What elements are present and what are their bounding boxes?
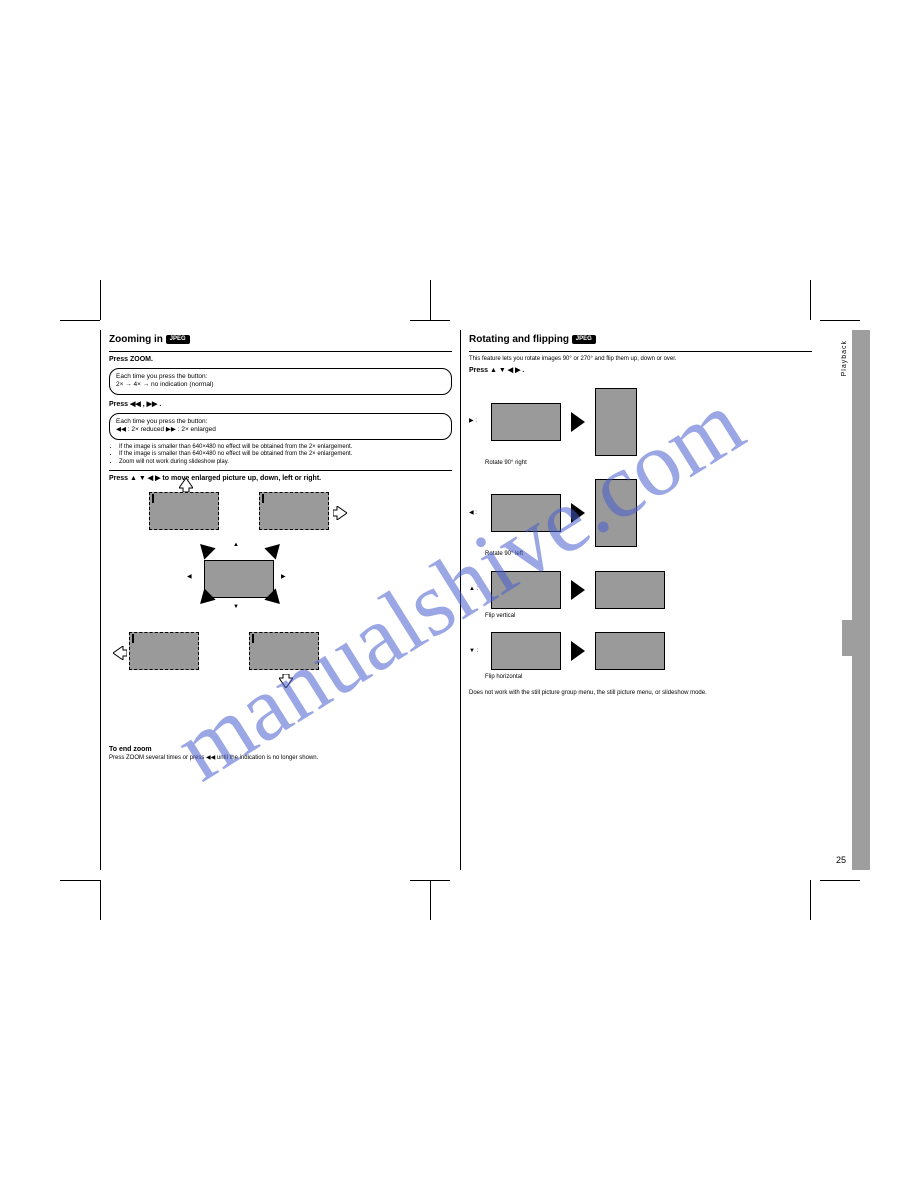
flow-row: ▲ : xyxy=(469,571,812,609)
note-item: If the image is smaller than 640×480 no … xyxy=(119,444,452,452)
key-label: ▼ : xyxy=(469,648,481,656)
callout-2: Each time you press the button: ◀◀ : 2× … xyxy=(109,413,452,439)
pan-instruction: Press ▲ ▼ ◀ ▶ to move enlarged picture u… xyxy=(109,475,452,484)
jpeg-badge: JPEG xyxy=(572,335,596,345)
side-label: Playback xyxy=(841,340,848,376)
right-title: Rotating and flipping xyxy=(469,334,569,345)
result-thumb xyxy=(595,479,637,547)
key-label: ▶ : xyxy=(469,418,481,426)
pan-thumb-up xyxy=(149,492,219,530)
right-footer: Does not work with the still picture gro… xyxy=(469,690,812,698)
left-title: Zooming in xyxy=(109,334,163,345)
step-2: Press ◀◀ , ▶▶ . xyxy=(109,401,452,410)
left-column: Zooming in JPEG Press ZOOM. Each time yo… xyxy=(100,330,460,870)
dir-label: ▼ xyxy=(233,604,239,612)
note-item: Zoom will not work during slideshow play… xyxy=(119,459,452,467)
flow-row: ◀ : xyxy=(469,479,812,547)
zoom-end-body: Press ZOOM several times or press ◀◀ unt… xyxy=(109,755,452,763)
row-label: Rotate 90° left xyxy=(485,551,812,559)
dir-label: ▲ xyxy=(233,542,239,550)
result-thumb xyxy=(595,632,665,670)
side-tab xyxy=(842,620,870,656)
right-intro: This feature lets you rotate images 90° … xyxy=(469,356,812,364)
dir-label: ◀ xyxy=(187,574,192,582)
arrow-right-icon xyxy=(571,641,585,661)
step-1: Press ZOOM. xyxy=(109,356,452,365)
pan-thumb-down xyxy=(249,632,319,670)
right-step: Press ▲ ▼ ◀ ▶ . xyxy=(469,367,812,376)
src-thumb xyxy=(491,632,561,670)
flow-row: ▶ : xyxy=(469,388,812,456)
arrow-right-icon xyxy=(571,412,585,432)
row-label: Flip vertical xyxy=(485,613,812,621)
callout-1: Each time you press the button: 2× → 4× … xyxy=(109,368,452,394)
src-thumb xyxy=(491,571,561,609)
right-column: Rotating and flipping JPEG This feature … xyxy=(460,330,820,870)
note-item: If the image is smaller than 640×480 no … xyxy=(119,451,452,459)
page-number: 25 xyxy=(836,855,846,865)
diag-arrow-icon xyxy=(194,538,215,559)
diag-arrow-icon xyxy=(264,538,285,559)
arrow-up-icon xyxy=(179,478,193,492)
dir-label: ▶ xyxy=(281,574,286,582)
notes-list: If the image is smaller than 640×480 no … xyxy=(119,444,452,467)
pan-thumb-right xyxy=(259,492,329,530)
pan-diagram: ▲ ◀ ▶ ▼ xyxy=(109,492,452,742)
arrow-right-icon xyxy=(571,503,585,523)
pan-thumb-center xyxy=(204,560,274,598)
side-tab-bar xyxy=(852,330,870,870)
key-label: ▲ : xyxy=(469,586,481,594)
arrow-down-icon xyxy=(279,674,293,688)
arrow-left-icon xyxy=(113,646,127,660)
result-thumb xyxy=(595,388,637,456)
row-label: Rotate 90° right xyxy=(485,460,812,468)
row-label: Flip horizontal xyxy=(485,674,812,682)
key-label: ◀ : xyxy=(469,510,481,518)
flow-row: ▼ : xyxy=(469,632,812,670)
arrow-right-icon xyxy=(333,506,347,520)
result-thumb xyxy=(595,571,665,609)
src-thumb xyxy=(491,403,561,441)
rotate-rows: ▶ : Rotate 90° right ◀ : Rotate 90° left… xyxy=(469,388,812,682)
zoom-end-title: To end zoom xyxy=(109,746,452,755)
jpeg-badge: JPEG xyxy=(166,335,190,345)
src-thumb xyxy=(491,494,561,532)
arrow-right-icon xyxy=(571,580,585,600)
manual-page: Zooming in JPEG Press ZOOM. Each time yo… xyxy=(100,330,820,870)
pan-thumb-left xyxy=(129,632,199,670)
